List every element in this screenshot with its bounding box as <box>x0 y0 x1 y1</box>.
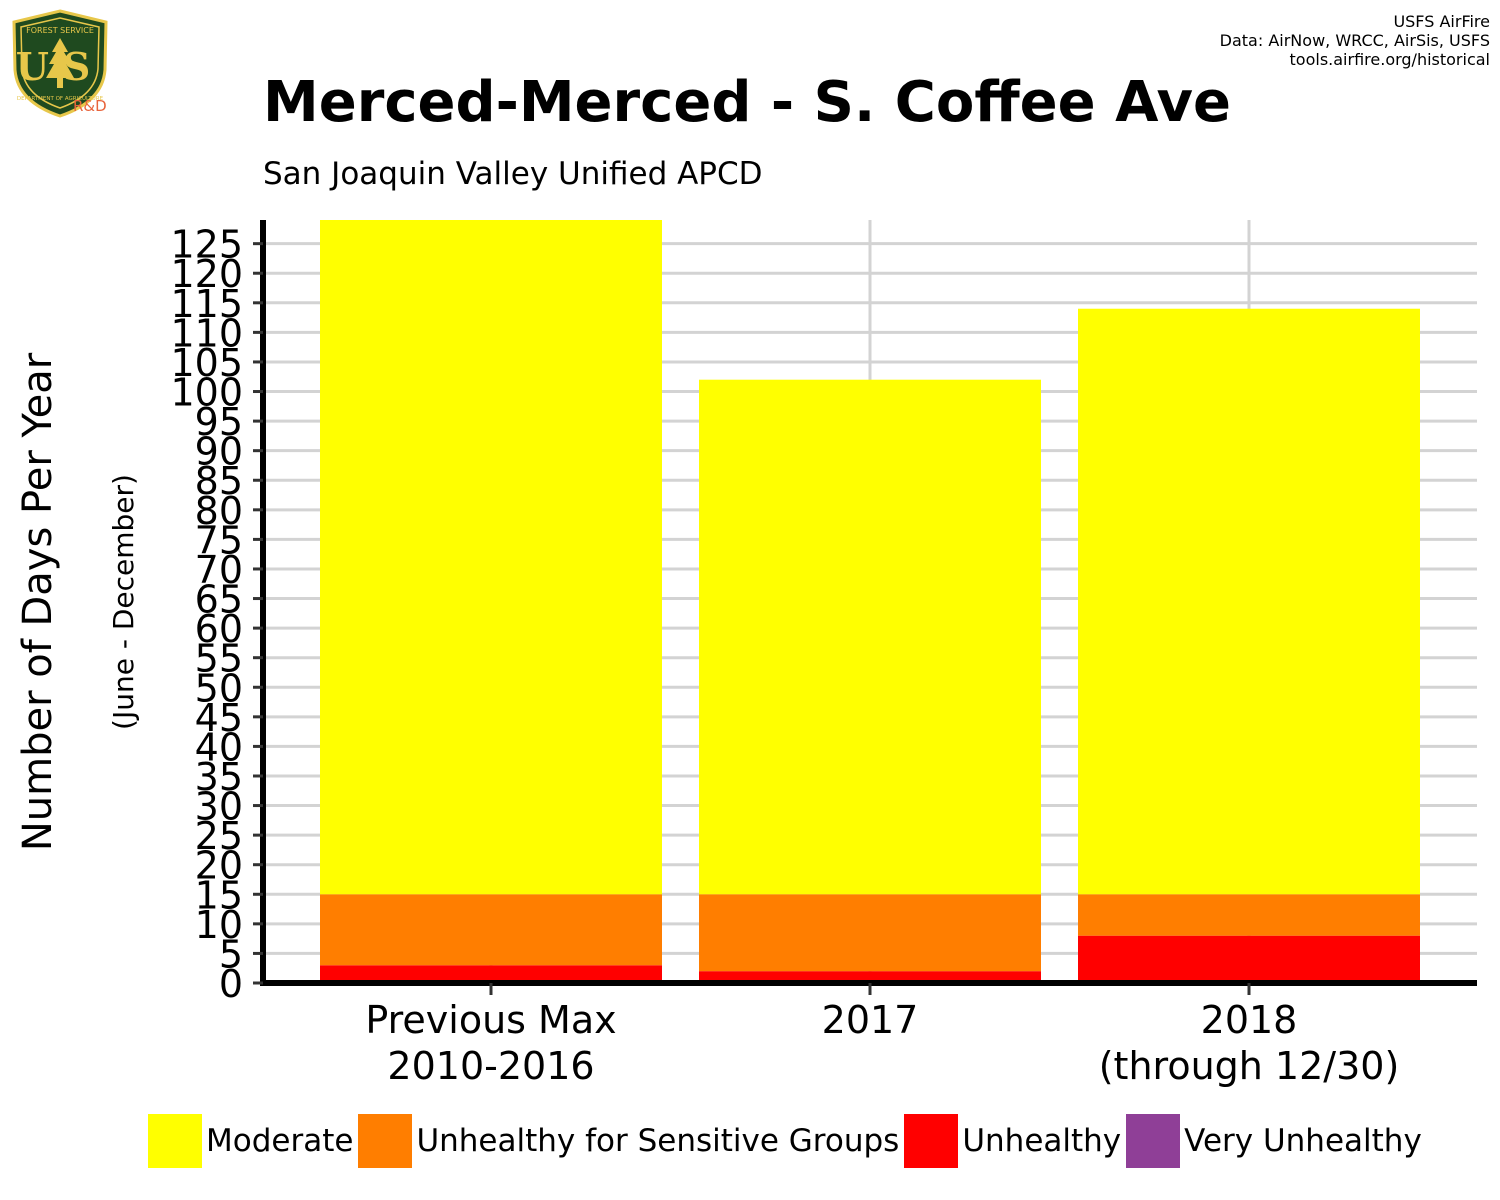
legend-label-unhealthy: Unhealthy <box>962 1122 1122 1159</box>
y-tick-label-65: 65 <box>195 578 243 622</box>
legend-swatch-moderate <box>148 1113 202 1168</box>
y-tick-label-5: 5 <box>219 932 243 976</box>
legend-swatch-very-unhealthy <box>1126 1113 1181 1168</box>
y-tick-label-40: 40 <box>195 725 243 769</box>
tree-icon <box>46 38 74 88</box>
bar-segment-1-1 <box>699 894 1041 972</box>
label-layer: 0510152025303540455055606570758085909510… <box>15 223 1399 1088</box>
y-tick-label-95: 95 <box>195 400 243 444</box>
legend: Moderate Unhealthy for Sensitive Groups … <box>148 1113 1427 1168</box>
bar-segment-1-2 <box>699 379 1041 895</box>
legend-item-unhealthy: Unhealthy <box>904 1113 1122 1168</box>
bar-segment-2-0 <box>1078 935 1420 983</box>
y-tick-label-125: 125 <box>170 223 243 267</box>
legend-item-usg: Unhealthy for Sensitive Groups <box>358 1113 900 1168</box>
y-tick-label-85: 85 <box>195 459 243 503</box>
y-tick-label-45: 45 <box>195 696 243 740</box>
x-tick-label-0-0: Previous Max <box>365 998 616 1042</box>
y-axis-title: Number of Days Per Year <box>15 352 61 851</box>
y-tick-label-110: 110 <box>170 311 243 355</box>
chart-title: Merced-Merced - S. Coffee Ave <box>263 70 1231 135</box>
y-tick-label-0: 0 <box>219 962 243 1006</box>
legend-label-moderate: Moderate <box>206 1122 354 1159</box>
y-tick-label-30: 30 <box>195 785 243 829</box>
logo-rd-badge: R&D <box>73 97 107 115</box>
legend-label-very-unhealthy: Very Unhealthy <box>1184 1122 1422 1159</box>
credits-line-1: USFS AirFire <box>1393 12 1490 31</box>
y-tick-label-60: 60 <box>195 607 243 651</box>
y-tick-label-50: 50 <box>195 666 243 710</box>
y-tick-label-10: 10 <box>195 903 243 947</box>
usfs-shield-logo: FOREST SERVICE US DEPARTMENT OF AGRICULT… <box>12 9 108 118</box>
y-tick-label-120: 120 <box>170 252 243 296</box>
y-tick-label-90: 90 <box>195 430 243 474</box>
bar-segment-0-1 <box>320 894 662 966</box>
axis-layer <box>253 220 1477 995</box>
y-tick-label-105: 105 <box>170 341 243 385</box>
legend-item-very-unhealthy: Very Unhealthy <box>1126 1113 1422 1168</box>
y-tick-label-75: 75 <box>195 518 243 562</box>
y-tick-label-100: 100 <box>170 371 243 415</box>
y-tick-label-15: 15 <box>195 873 243 917</box>
x-tick-label-2-0: 2018 <box>1201 998 1298 1042</box>
credits-line-3: tools.airfire.org/historical <box>1289 50 1490 69</box>
credits: USFS AirFire Data: AirNow, WRCC, AirSis,… <box>1220 12 1490 69</box>
legend-swatch-unhealthy <box>904 1113 959 1168</box>
y-tick-label-35: 35 <box>195 755 243 799</box>
legend-swatch-usg <box>358 1113 413 1168</box>
bar-segment-1-0 <box>699 971 1041 983</box>
legend-label-usg: Unhealthy for Sensitive Groups <box>416 1122 900 1159</box>
bar-segment-2-2 <box>1078 308 1420 895</box>
stacked-bar-chart: 0510152025303540455055606570758085909510… <box>15 220 1477 1088</box>
y-tick-label-20: 20 <box>195 844 243 888</box>
bar-segment-2-1 <box>1078 894 1420 936</box>
bar-segment-0-2 <box>320 220 662 895</box>
chart-subtitle: San Joaquin Valley Unified APCD <box>263 156 763 192</box>
bar-layer <box>320 220 1420 983</box>
legend-item-moderate: Moderate <box>148 1113 354 1168</box>
y-tick-label-55: 55 <box>195 637 243 681</box>
bar-segment-0-0 <box>320 965 662 983</box>
y-axis-subtitle: (June - December) <box>107 474 140 730</box>
x-tick-label-0-1: 2010-2016 <box>387 1044 594 1088</box>
y-tick-label-115: 115 <box>170 282 243 326</box>
logo-bottom-text: DEPARTMENT OF AGRICULTURE <box>17 96 104 102</box>
y-tick-label-70: 70 <box>195 548 243 592</box>
credits-line-2: Data: AirNow, WRCC, AirSis, USFS <box>1219 31 1490 50</box>
x-tick-label-2-1: (through 12/30) <box>1099 1044 1400 1088</box>
logo-top-text: FOREST SERVICE <box>26 26 94 35</box>
y-tick-label-25: 25 <box>195 814 243 858</box>
x-tick-label-1-0: 2017 <box>822 998 919 1042</box>
y-tick-label-80: 80 <box>195 489 243 533</box>
